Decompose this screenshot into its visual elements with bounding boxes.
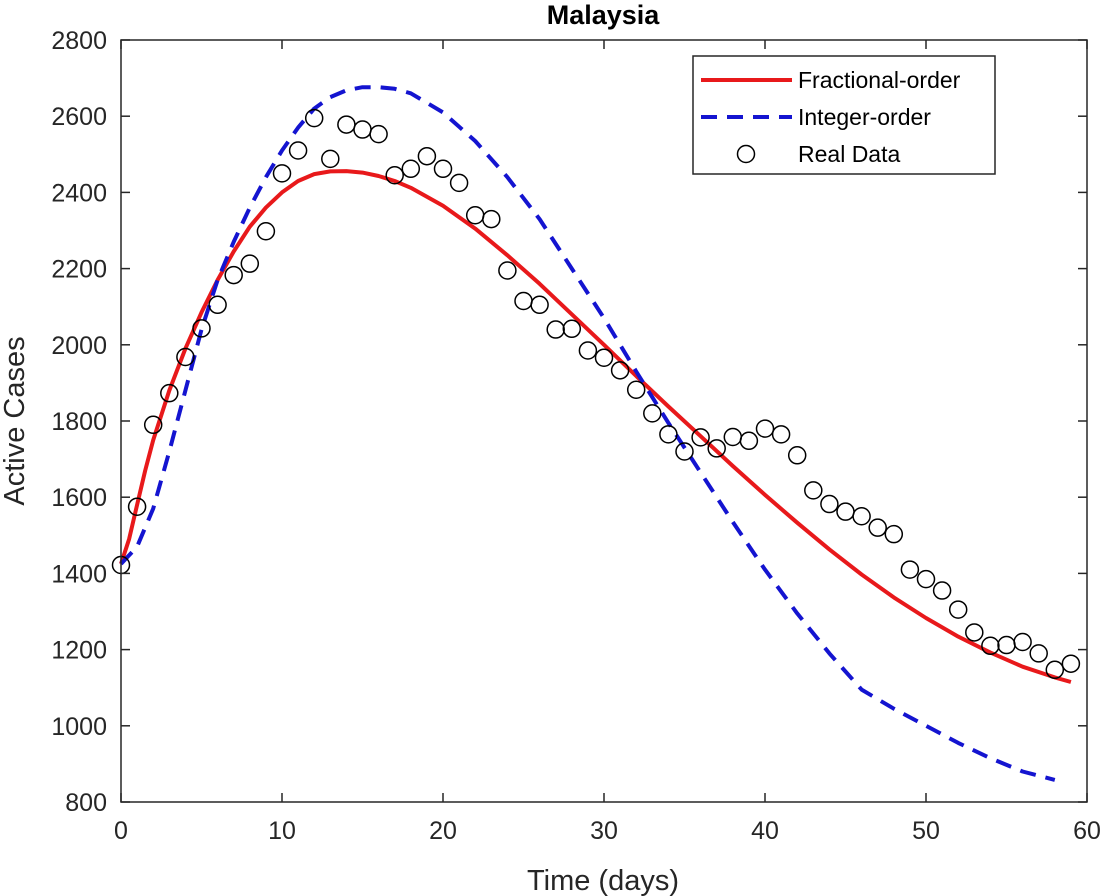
legend-label-fractional: Fractional-order: [798, 67, 961, 93]
series-layer: [111, 85, 1081, 782]
data-point: [916, 569, 936, 589]
data-point: [932, 581, 952, 600]
data-point: [1061, 654, 1081, 673]
series-line-integer-order: [119, 85, 1056, 782]
y-axis: 800 1000 1200 1400 1600 1800 2000 2200 2400 2600 2…: [51, 27, 1087, 817]
x-tick-label: 10: [268, 817, 296, 845]
data-point: [321, 149, 340, 169]
data-point: [208, 295, 227, 315]
data-point: [1013, 632, 1032, 652]
y-tick-label: 1600: [51, 484, 107, 512]
data-point: [433, 159, 453, 179]
x-axis: 0 10 20 30 40 50 60: [114, 40, 1101, 845]
y-tick-label: 2600: [51, 103, 107, 131]
data-point: [787, 446, 807, 465]
data-point: [1045, 660, 1065, 680]
data-point: [176, 347, 195, 367]
data-point: [610, 361, 630, 380]
series-real-data: [111, 108, 1081, 680]
data-point: [272, 164, 292, 183]
y-tick-label: 2800: [51, 27, 107, 55]
x-tick-label: 30: [590, 817, 618, 845]
data-point: [160, 383, 179, 403]
y-tick-label: 1400: [51, 560, 107, 588]
data-point: [256, 222, 276, 241]
x-tick-label: 40: [751, 817, 779, 845]
y-tick-label: 2000: [51, 332, 107, 360]
data-point: [498, 261, 517, 280]
legend-label-integer: Integer-order: [798, 104, 931, 130]
x-tick-label: 60: [1073, 817, 1101, 845]
data-point: [948, 600, 968, 619]
data-point: [578, 341, 598, 360]
data-point: [304, 108, 324, 128]
y-tick-label: 2400: [51, 179, 107, 207]
data-point: [739, 431, 759, 451]
data-point: [385, 166, 404, 185]
y-tick-label: 1200: [51, 637, 107, 665]
data-point: [707, 439, 726, 458]
legend: Fractional-order Integer-order Real Data: [692, 55, 996, 175]
data-point: [626, 380, 646, 400]
legend-swatch-real-data: [736, 144, 756, 164]
chart-title: Malaysia: [547, 0, 661, 30]
y-tick-label: 800: [65, 789, 107, 817]
data-point: [900, 560, 920, 579]
x-tick-label: 0: [114, 817, 128, 845]
data-point: [594, 348, 614, 368]
x-tick-label: 50: [912, 817, 940, 845]
data-point: [659, 425, 678, 444]
data-point: [224, 265, 243, 285]
y-tick-label: 2200: [51, 256, 107, 284]
data-point: [691, 428, 710, 447]
y-tick-label: 1800: [51, 408, 107, 436]
data-point: [771, 425, 791, 444]
y-axis-label: Active Cases: [0, 336, 31, 505]
data-point: [127, 497, 147, 516]
data-point: [288, 141, 308, 160]
data-point: [192, 319, 211, 338]
legend-label-real-data: Real Data: [798, 141, 900, 167]
data-point: [530, 295, 549, 315]
data-point: [820, 494, 839, 514]
data-point: [369, 124, 388, 144]
data-point: [852, 507, 871, 526]
data-point: [1029, 644, 1048, 663]
data-point: [804, 481, 823, 500]
data-point: [240, 254, 260, 273]
data-point: [884, 524, 904, 544]
data-point: [417, 146, 437, 166]
data-point: [965, 623, 984, 642]
series-line-fractional-order: [119, 169, 1072, 684]
data-point: [562, 319, 582, 339]
data-point: [755, 419, 775, 438]
data-point: [482, 209, 501, 229]
data-point: [675, 442, 694, 461]
data-point: [546, 320, 565, 339]
x-tick-label: 20: [429, 817, 457, 845]
data-point: [981, 636, 1000, 656]
data-point: [643, 404, 662, 423]
x-axis-label: Time (days): [527, 865, 679, 896]
data-point: [868, 518, 887, 537]
data-point: [401, 159, 421, 179]
data-point: [143, 415, 163, 435]
y-tick-label: 1000: [51, 713, 107, 741]
data-point: [449, 173, 469, 193]
